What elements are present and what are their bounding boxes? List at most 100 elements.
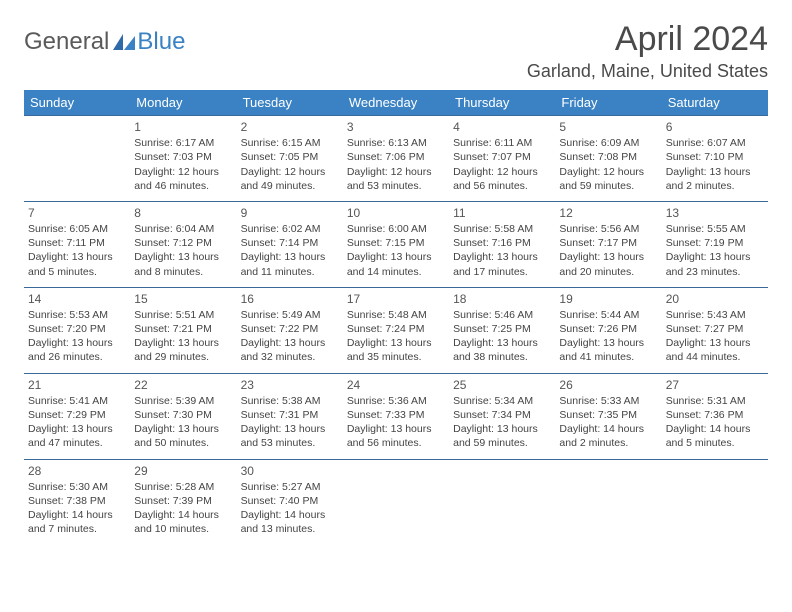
weekday-header-row: SundayMondayTuesdayWednesdayThursdayFrid… xyxy=(24,90,768,116)
header: General Blue April 2024 Garland, Maine, … xyxy=(24,20,768,82)
sunrise-text: Sunrise: 5:46 AM xyxy=(453,308,551,322)
daylight-text: Daylight: 14 hours and 2 minutes. xyxy=(559,422,657,450)
day-number: 8 xyxy=(134,205,232,221)
daylight-text: Daylight: 12 hours and 53 minutes. xyxy=(347,165,445,193)
calendar-row: 14Sunrise: 5:53 AMSunset: 7:20 PMDayligh… xyxy=(24,287,768,373)
calendar-cell: 29Sunrise: 5:28 AMSunset: 7:39 PMDayligh… xyxy=(130,459,236,544)
day-number: 28 xyxy=(28,463,126,479)
daylight-text: Daylight: 13 hours and 41 minutes. xyxy=(559,336,657,364)
daylight-text: Daylight: 14 hours and 7 minutes. xyxy=(28,508,126,536)
day-number: 3 xyxy=(347,119,445,135)
calendar-cell: 11Sunrise: 5:58 AMSunset: 7:16 PMDayligh… xyxy=(449,201,555,287)
daylight-text: Daylight: 13 hours and 11 minutes. xyxy=(241,250,339,278)
calendar-cell: 26Sunrise: 5:33 AMSunset: 7:35 PMDayligh… xyxy=(555,373,661,459)
sunrise-text: Sunrise: 6:05 AM xyxy=(28,222,126,236)
sunset-text: Sunset: 7:12 PM xyxy=(134,236,232,250)
page-title: April 2024 xyxy=(527,20,768,59)
weekday-header: Wednesday xyxy=(343,90,449,116)
daylight-text: Daylight: 13 hours and 53 minutes. xyxy=(241,422,339,450)
sunset-text: Sunset: 7:03 PM xyxy=(134,150,232,164)
sunset-text: Sunset: 7:16 PM xyxy=(453,236,551,250)
day-number: 18 xyxy=(453,291,551,307)
calendar-table: SundayMondayTuesdayWednesdayThursdayFrid… xyxy=(24,90,768,544)
weekday-header: Thursday xyxy=(449,90,555,116)
day-number: 16 xyxy=(241,291,339,307)
day-number: 23 xyxy=(241,377,339,393)
sunrise-text: Sunrise: 5:49 AM xyxy=(241,308,339,322)
sunrise-text: Sunrise: 6:17 AM xyxy=(134,136,232,150)
day-number: 25 xyxy=(453,377,551,393)
sunrise-text: Sunrise: 5:31 AM xyxy=(666,394,764,408)
daylight-text: Daylight: 13 hours and 56 minutes. xyxy=(347,422,445,450)
calendar-cell-empty xyxy=(24,116,130,202)
sunset-text: Sunset: 7:29 PM xyxy=(28,408,126,422)
daylight-text: Daylight: 13 hours and 20 minutes. xyxy=(559,250,657,278)
calendar-row: 21Sunrise: 5:41 AMSunset: 7:29 PMDayligh… xyxy=(24,373,768,459)
sunset-text: Sunset: 7:07 PM xyxy=(453,150,551,164)
sunset-text: Sunset: 7:24 PM xyxy=(347,322,445,336)
sunrise-text: Sunrise: 5:38 AM xyxy=(241,394,339,408)
calendar-cell: 20Sunrise: 5:43 AMSunset: 7:27 PMDayligh… xyxy=(662,287,768,373)
calendar-cell: 12Sunrise: 5:56 AMSunset: 7:17 PMDayligh… xyxy=(555,201,661,287)
daylight-text: Daylight: 13 hours and 8 minutes. xyxy=(134,250,232,278)
daylight-text: Daylight: 13 hours and 17 minutes. xyxy=(453,250,551,278)
calendar-cell: 9Sunrise: 6:02 AMSunset: 7:14 PMDaylight… xyxy=(237,201,343,287)
day-number: 21 xyxy=(28,377,126,393)
day-number: 27 xyxy=(666,377,764,393)
sunrise-text: Sunrise: 6:07 AM xyxy=(666,136,764,150)
calendar-cell: 22Sunrise: 5:39 AMSunset: 7:30 PMDayligh… xyxy=(130,373,236,459)
sunrise-text: Sunrise: 5:55 AM xyxy=(666,222,764,236)
sunrise-text: Sunrise: 5:56 AM xyxy=(559,222,657,236)
daylight-text: Daylight: 12 hours and 46 minutes. xyxy=(134,165,232,193)
calendar-cell: 18Sunrise: 5:46 AMSunset: 7:25 PMDayligh… xyxy=(449,287,555,373)
sunrise-text: Sunrise: 6:00 AM xyxy=(347,222,445,236)
sunset-text: Sunset: 7:39 PM xyxy=(134,494,232,508)
calendar-row: 7Sunrise: 6:05 AMSunset: 7:11 PMDaylight… xyxy=(24,201,768,287)
calendar-cell: 6Sunrise: 6:07 AMSunset: 7:10 PMDaylight… xyxy=(662,116,768,202)
sunset-text: Sunset: 7:08 PM xyxy=(559,150,657,164)
day-number: 30 xyxy=(241,463,339,479)
sunrise-text: Sunrise: 5:33 AM xyxy=(559,394,657,408)
sunset-text: Sunset: 7:20 PM xyxy=(28,322,126,336)
calendar-cell: 21Sunrise: 5:41 AMSunset: 7:29 PMDayligh… xyxy=(24,373,130,459)
calendar-cell: 30Sunrise: 5:27 AMSunset: 7:40 PMDayligh… xyxy=(237,459,343,544)
calendar-cell: 15Sunrise: 5:51 AMSunset: 7:21 PMDayligh… xyxy=(130,287,236,373)
daylight-text: Daylight: 14 hours and 13 minutes. xyxy=(241,508,339,536)
sunrise-text: Sunrise: 5:39 AM xyxy=(134,394,232,408)
calendar-cell: 14Sunrise: 5:53 AMSunset: 7:20 PMDayligh… xyxy=(24,287,130,373)
calendar-cell: 23Sunrise: 5:38 AMSunset: 7:31 PMDayligh… xyxy=(237,373,343,459)
sunset-text: Sunset: 7:38 PM xyxy=(28,494,126,508)
sunrise-text: Sunrise: 6:11 AM xyxy=(453,136,551,150)
calendar-cell: 16Sunrise: 5:49 AMSunset: 7:22 PMDayligh… xyxy=(237,287,343,373)
calendar-cell: 2Sunrise: 6:15 AMSunset: 7:05 PMDaylight… xyxy=(237,116,343,202)
sunrise-text: Sunrise: 5:53 AM xyxy=(28,308,126,322)
day-number: 12 xyxy=(559,205,657,221)
day-number: 11 xyxy=(453,205,551,221)
sunrise-text: Sunrise: 6:04 AM xyxy=(134,222,232,236)
daylight-text: Daylight: 12 hours and 56 minutes. xyxy=(453,165,551,193)
daylight-text: Daylight: 13 hours and 23 minutes. xyxy=(666,250,764,278)
sunset-text: Sunset: 7:11 PM xyxy=(28,236,126,250)
sunrise-text: Sunrise: 5:34 AM xyxy=(453,394,551,408)
sunrise-text: Sunrise: 5:44 AM xyxy=(559,308,657,322)
weekday-header: Sunday xyxy=(24,90,130,116)
location-text: Garland, Maine, United States xyxy=(527,61,768,82)
sunset-text: Sunset: 7:19 PM xyxy=(666,236,764,250)
daylight-text: Daylight: 13 hours and 29 minutes. xyxy=(134,336,232,364)
sunset-text: Sunset: 7:06 PM xyxy=(347,150,445,164)
sunrise-text: Sunrise: 5:51 AM xyxy=(134,308,232,322)
day-number: 13 xyxy=(666,205,764,221)
weekday-header: Tuesday xyxy=(237,90,343,116)
sunset-text: Sunset: 7:27 PM xyxy=(666,322,764,336)
calendar-cell-empty xyxy=(343,459,449,544)
calendar-cell-empty xyxy=(449,459,555,544)
day-number: 9 xyxy=(241,205,339,221)
sunset-text: Sunset: 7:35 PM xyxy=(559,408,657,422)
calendar-cell: 8Sunrise: 6:04 AMSunset: 7:12 PMDaylight… xyxy=(130,201,236,287)
day-number: 29 xyxy=(134,463,232,479)
day-number: 19 xyxy=(559,291,657,307)
calendar-cell: 4Sunrise: 6:11 AMSunset: 7:07 PMDaylight… xyxy=(449,116,555,202)
daylight-text: Daylight: 13 hours and 47 minutes. xyxy=(28,422,126,450)
sunset-text: Sunset: 7:31 PM xyxy=(241,408,339,422)
calendar-cell: 5Sunrise: 6:09 AMSunset: 7:08 PMDaylight… xyxy=(555,116,661,202)
